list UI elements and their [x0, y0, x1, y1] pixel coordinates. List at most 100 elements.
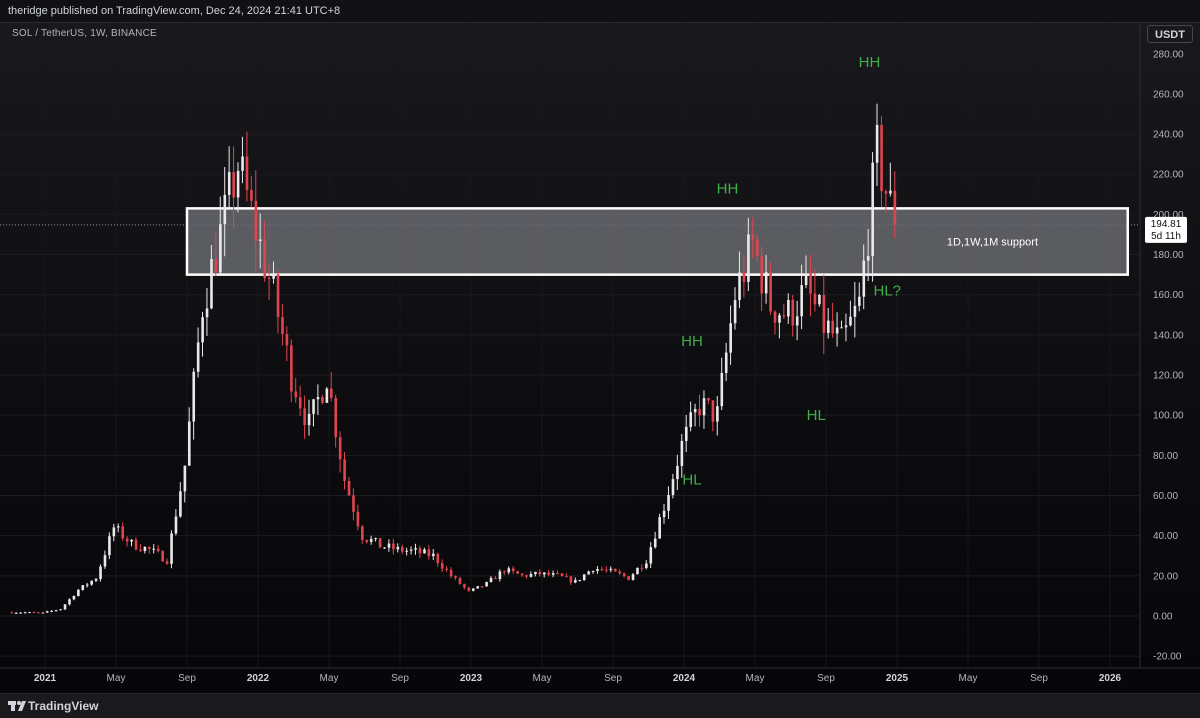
candle: [37, 611, 40, 614]
candle: [365, 539, 369, 544]
candle: [667, 486, 670, 520]
candle: [361, 524, 364, 544]
time-axis[interactable]: 2021 May Sep 2022 May Sep 2023 May Sep 2024 May Sep…: [0, 667, 1200, 684]
candle: [432, 549, 435, 560]
candle: [59, 609, 62, 611]
symbol-title[interactable]: SOL / TetherUS, 1W, BINANCE: [12, 28, 157, 39]
candle: [161, 549, 164, 562]
candle: [50, 610, 54, 613]
candle: [121, 522, 125, 541]
candle: [103, 550, 107, 569]
candle: [764, 255, 768, 304]
time-tick-label: 2025: [886, 673, 909, 684]
candle: [312, 398, 315, 427]
candle: [831, 302, 835, 338]
support-zone-box[interactable]: [185, 207, 1129, 276]
candle: [259, 213, 262, 269]
candle: [751, 217, 755, 259]
candle: [352, 488, 355, 521]
candle: [14, 612, 18, 614]
published-by-text: theridge published on TradingView.com, D…: [8, 5, 341, 17]
candle: [733, 287, 737, 330]
candle: [489, 576, 493, 583]
candle: [804, 255, 808, 289]
candle: [401, 544, 404, 555]
candle: [636, 567, 639, 575]
candle: [458, 576, 462, 585]
candle: [10, 611, 14, 614]
candle: [614, 568, 617, 572]
price-axis[interactable]: -20.00 0.00 20.00 40.00 60.00 80.00 100.00 120.…: [1139, 22, 1184, 668]
candle: [192, 368, 196, 440]
candle: [622, 572, 626, 578]
candle: [148, 546, 151, 554]
candle: [511, 565, 515, 574]
candle: [578, 579, 582, 582]
candle: [587, 570, 590, 575]
candle: [378, 538, 382, 548]
candle: [884, 189, 888, 214]
candle: [467, 586, 471, 593]
candle: [618, 569, 622, 575]
candle: [716, 395, 719, 436]
price-tick-label: 200.00: [1153, 210, 1184, 221]
price-tick-label: 100.00: [1153, 411, 1184, 422]
candle: [445, 566, 448, 572]
candle: [254, 170, 258, 272]
candle: [738, 251, 741, 309]
candle: [156, 544, 160, 553]
candle: [307, 399, 311, 436]
candle: [440, 559, 444, 572]
candle: [711, 400, 715, 432]
candle: [778, 312, 781, 339]
candle: [196, 327, 200, 378]
candle: [170, 530, 173, 569]
grid-lines: [0, 22, 1140, 668]
time-tick-label: Sep: [178, 673, 196, 684]
candle: [631, 573, 635, 581]
candle: [281, 304, 284, 346]
candle: [835, 312, 839, 347]
candle: [174, 509, 178, 536]
price-tick-label: 160.00: [1153, 290, 1184, 301]
candle: [529, 571, 533, 578]
candle: [23, 611, 27, 614]
candle: [325, 386, 329, 404]
candle: [693, 403, 697, 427]
candle: [108, 532, 111, 560]
price-tick-label: 60.00: [1153, 491, 1178, 502]
candle: [596, 565, 599, 574]
candle: [729, 305, 732, 365]
pattern-annotation: HL: [807, 407, 826, 424]
candle: [68, 598, 71, 606]
candle: [188, 407, 191, 466]
time-tick-label: Sep: [1030, 673, 1048, 684]
candle: [498, 569, 502, 582]
candle: [32, 611, 36, 614]
candle: [698, 394, 701, 427]
candle: [476, 586, 480, 589]
candle: [503, 570, 506, 575]
price-tick-label: 20.00: [1153, 571, 1178, 582]
price-tick-label: 280.00: [1153, 49, 1184, 60]
currency-button[interactable]: USDT: [1147, 25, 1193, 43]
time-tick-label: May: [107, 673, 126, 684]
candle: [214, 231, 218, 277]
candle: [414, 543, 417, 555]
candle: [605, 566, 608, 573]
candle: [560, 572, 564, 577]
price-tag-countdown: 5d 11h: [1151, 231, 1181, 242]
price-tick-label: 40.00: [1153, 531, 1178, 542]
price-tag-value: 194.81: [1151, 219, 1182, 230]
time-tick-label: Sep: [604, 673, 622, 684]
price-tick-label: 180.00: [1153, 250, 1184, 261]
candle: [356, 504, 360, 531]
time-tick-label: Sep: [817, 673, 835, 684]
candle: [290, 339, 293, 403]
candle: [485, 581, 488, 587]
candle: [591, 570, 595, 574]
candle: [756, 234, 759, 262]
top-bar: theridge published on TradingView.com, D…: [0, 0, 1200, 23]
